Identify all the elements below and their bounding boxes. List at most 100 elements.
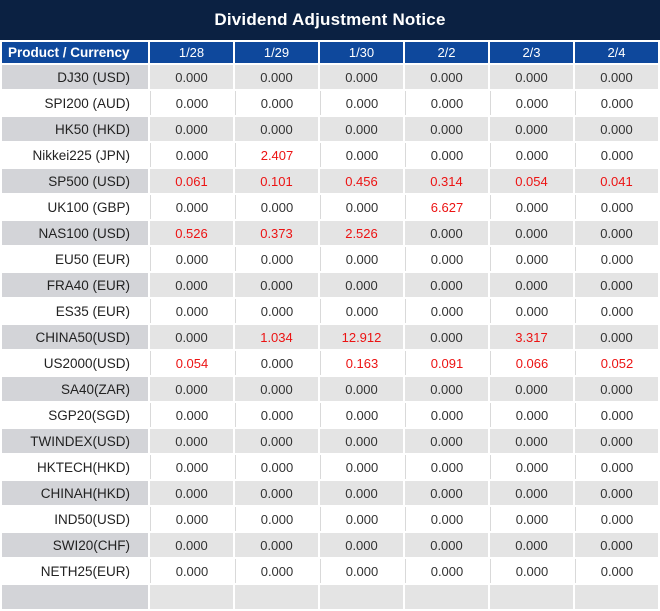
value-cell: 0.314 [405, 169, 488, 193]
value-cell: 0.000 [150, 455, 233, 479]
value-cell: 0.000 [235, 559, 318, 583]
value-cell: 0.000 [150, 507, 233, 531]
table-row: IND50(USD) 0.000 0.000 0.000 0.000 0.000… [2, 507, 658, 531]
table-row: HK50 (HKD) 0.000 0.000 0.000 0.000 0.000… [2, 117, 658, 141]
value-cell: 0.000 [320, 455, 403, 479]
value-cell: 0.000 [575, 325, 658, 349]
product-cell: EU50 (EUR) [2, 247, 148, 271]
product-cell: CHINA50(USD) [2, 325, 148, 349]
value-cell: 0.000 [320, 117, 403, 141]
value-cell: 0.000 [235, 247, 318, 271]
value-cell: 0.000 [575, 481, 658, 505]
page-title: Dividend Adjustment Notice [0, 0, 660, 40]
value-cell: 0.526 [150, 221, 233, 245]
value-cell: 0.000 [320, 65, 403, 89]
value-cell: 0.000 [575, 221, 658, 245]
value-cell: 0.000 [150, 117, 233, 141]
product-cell: SPI200 (AUD) [2, 91, 148, 115]
product-cell: UK100 (GBP) [2, 195, 148, 219]
value-cell: 0.054 [150, 351, 233, 375]
value-cell: 0.000 [235, 533, 318, 557]
product-cell: TWINDEX(USD) [2, 429, 148, 453]
value-cell: 0.000 [405, 455, 488, 479]
table-row: SGP20(SGD) 0.000 0.000 0.000 0.000 0.000… [2, 403, 658, 427]
value-cell: 1.034 [235, 325, 318, 349]
value-cell: 0.000 [490, 221, 573, 245]
product-cell: US2000(USD) [2, 351, 148, 375]
value-cell: 0.000 [490, 533, 573, 557]
column-header-date: 2/2 [405, 42, 488, 63]
table-row: HKTECH(HKD) 0.000 0.000 0.000 0.000 0.00… [2, 455, 658, 479]
value-cell: 0.000 [490, 247, 573, 271]
value-cell: 0.000 [490, 273, 573, 297]
value-cell [235, 585, 318, 609]
value-cell: 0.000 [150, 91, 233, 115]
product-cell: SGP20(SGD) [2, 403, 148, 427]
column-header-date: 1/30 [320, 42, 403, 63]
value-cell: 0.000 [490, 91, 573, 115]
value-cell: 0.000 [320, 273, 403, 297]
value-cell: 0.000 [575, 247, 658, 271]
value-cell: 0.000 [575, 507, 658, 531]
column-header-date: 2/4 [575, 42, 658, 63]
value-cell: 0.000 [490, 195, 573, 219]
value-cell: 0.000 [235, 351, 318, 375]
header-row: Product / Currency 1/28 1/29 1/30 2/2 2/… [2, 42, 658, 63]
table-row: ES35 (EUR) 0.000 0.000 0.000 0.000 0.000… [2, 299, 658, 323]
value-cell: 0.000 [320, 143, 403, 167]
value-cell: 0.000 [575, 117, 658, 141]
value-cell: 0.000 [405, 377, 488, 401]
value-cell: 0.000 [150, 195, 233, 219]
value-cell: 0.000 [405, 143, 488, 167]
value-cell: 0.000 [150, 247, 233, 271]
value-cell: 0.066 [490, 351, 573, 375]
value-cell: 0.000 [150, 377, 233, 401]
value-cell: 0.000 [405, 91, 488, 115]
value-cell: 0.000 [235, 299, 318, 323]
value-cell: 0.000 [320, 403, 403, 427]
value-cell: 0.456 [320, 169, 403, 193]
value-cell: 0.000 [575, 143, 658, 167]
value-cell: 0.000 [150, 143, 233, 167]
value-cell: 0.000 [405, 481, 488, 505]
value-cell: 0.000 [575, 299, 658, 323]
value-cell: 0.000 [405, 429, 488, 453]
value-cell: 0.000 [235, 195, 318, 219]
value-cell: 0.000 [405, 559, 488, 583]
value-cell: 0.000 [150, 273, 233, 297]
dividend-table: Product / Currency 1/28 1/29 1/30 2/2 2/… [0, 40, 660, 611]
value-cell: 0.000 [575, 377, 658, 401]
value-cell: 0.000 [320, 481, 403, 505]
product-cell: SWI20(CHF) [2, 533, 148, 557]
value-cell: 0.000 [320, 429, 403, 453]
column-header-date: 2/3 [490, 42, 573, 63]
value-cell: 0.000 [490, 117, 573, 141]
value-cell: 0.000 [150, 299, 233, 323]
table-row: CHINAH(HKD) 0.000 0.000 0.000 0.000 0.00… [2, 481, 658, 505]
value-cell: 0.000 [490, 481, 573, 505]
product-cell: FRA40 (EUR) [2, 273, 148, 297]
value-cell: 12.912 [320, 325, 403, 349]
value-cell: 0.000 [235, 65, 318, 89]
product-cell: ES35 (EUR) [2, 299, 148, 323]
value-cell: 0.000 [150, 559, 233, 583]
value-cell: 0.000 [490, 507, 573, 531]
value-cell: 0.000 [405, 273, 488, 297]
value-cell: 0.000 [405, 403, 488, 427]
product-cell [2, 585, 148, 609]
value-cell: 0.000 [490, 299, 573, 323]
value-cell: 0.000 [320, 533, 403, 557]
value-cell: 0.041 [575, 169, 658, 193]
table-row: UK100 (GBP) 0.000 0.000 0.000 6.627 0.00… [2, 195, 658, 219]
value-cell: 0.000 [235, 481, 318, 505]
product-cell: SP500 (USD) [2, 169, 148, 193]
value-cell: 0.000 [235, 507, 318, 531]
value-cell: 0.000 [575, 273, 658, 297]
value-cell: 3.317 [490, 325, 573, 349]
value-cell: 0.000 [490, 143, 573, 167]
value-cell: 0.000 [235, 429, 318, 453]
value-cell: 0.052 [575, 351, 658, 375]
value-cell: 0.000 [405, 221, 488, 245]
value-cell: 0.000 [575, 65, 658, 89]
value-cell [405, 585, 488, 609]
